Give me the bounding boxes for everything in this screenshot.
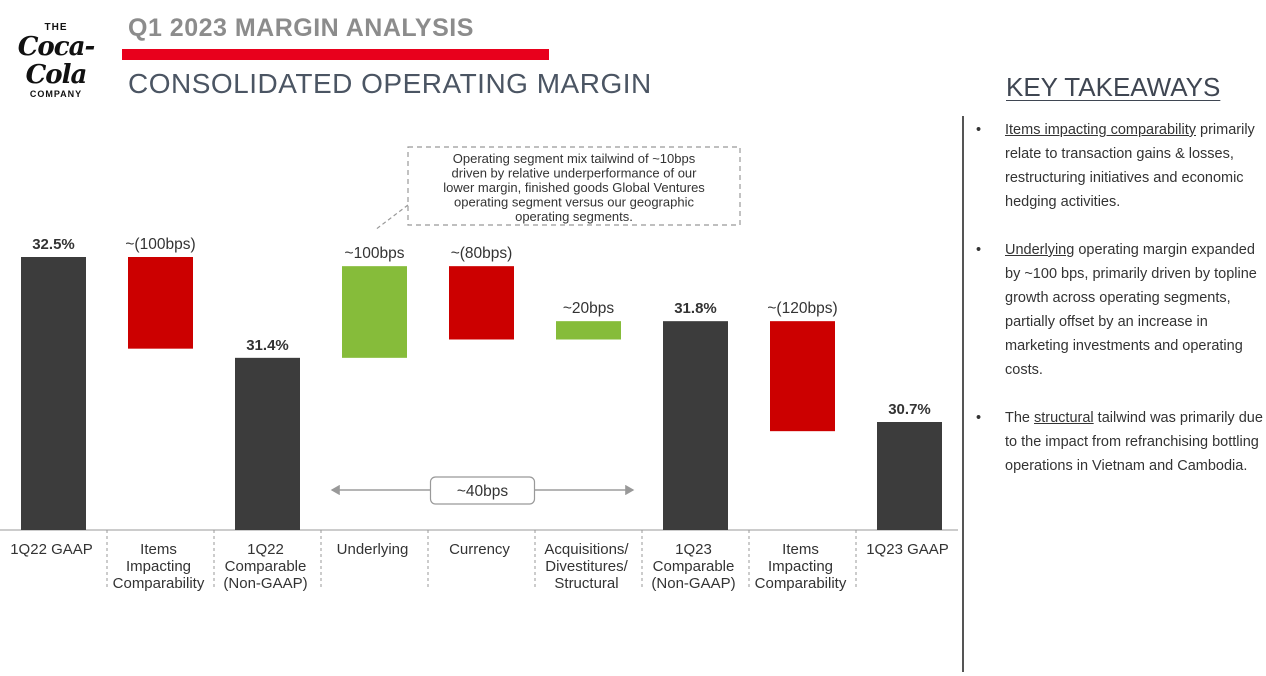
takeaways-list: • Items impacting comparability primaril… [973, 118, 1263, 502]
data-label: 31.4% [246, 337, 289, 354]
bar-decrease [128, 257, 193, 349]
category-label: Items [782, 541, 819, 558]
data-label: ~(80bps) [451, 245, 513, 262]
page-subtitle: CONSOLIDATED OPERATING MARGIN [128, 68, 652, 99]
takeaway-item: • The structural tailwind was primarily … [973, 406, 1263, 478]
category-label: Divestitures/ [545, 558, 628, 575]
data-label: 31.8% [674, 300, 717, 317]
bar-increase [342, 266, 407, 358]
data-label: 32.5% [32, 236, 75, 253]
category-label: Impacting [768, 558, 833, 575]
data-label: ~(120bps) [767, 300, 837, 317]
takeaway-underlined: structural [1034, 410, 1094, 426]
bar-increase [556, 321, 621, 340]
category-label: 1Q23 GAAP [866, 541, 949, 558]
category-label: Items [140, 541, 177, 558]
key-takeaways-title: KEY TAKEAWAYS [1006, 72, 1221, 102]
bullet-icon: • [976, 410, 982, 426]
section-divider [962, 116, 964, 672]
category-label: 1Q22 GAAP [10, 541, 93, 558]
bar-total [663, 321, 728, 530]
data-label: ~(100bps) [125, 236, 195, 253]
bar-decrease [770, 321, 835, 432]
coca-cola-logo: THE Coca-Cola COMPANY [6, 22, 106, 99]
bullet-icon: • [976, 242, 982, 258]
bracket-label-box [429, 476, 536, 505]
data-label: 30.7% [888, 401, 931, 418]
takeaway-text-pre: The [1005, 410, 1035, 426]
category-label: 1Q22 [247, 541, 284, 558]
page-title: Q1 2023 MARGIN ANALYSIS [128, 14, 474, 42]
bar-total [21, 257, 86, 530]
category-label: (Non-GAAP) [651, 575, 735, 592]
logo-script: Coca-Cola [17, 32, 96, 90]
callout-text: driven by relative underperformance of o… [452, 166, 698, 181]
category-label: Structural [554, 575, 618, 592]
callout-text: Operating segment mix tailwind of ~10bps [453, 151, 696, 166]
takeaway-underlined: Underlying [1005, 242, 1075, 258]
takeaway-item: • Underlying operating margin expanded b… [973, 238, 1263, 382]
data-label: ~100bps [345, 245, 405, 262]
bar-total [235, 357, 300, 530]
data-label: ~20bps [563, 300, 615, 317]
bracket-label: ~40bps [457, 483, 509, 500]
waterfall-chart: 32.5% ~(100bps) 31.4% ~100bps ~(80bps) ~20bps… [0, 146, 958, 592]
category-label: Underlying [337, 541, 409, 558]
category-label: Currency [449, 541, 510, 558]
takeaway-text: operating margin expanded by ~100 bps, p… [1005, 242, 1257, 378]
takeaway-underlined: Items impacting comparability [1005, 122, 1196, 138]
category-label: Comparable [653, 558, 735, 575]
bullet-icon: • [976, 122, 982, 138]
title-accent-rule [122, 49, 549, 60]
category-label: Impacting [126, 558, 191, 575]
takeaway-text: tailwind was primarily due to the impact… [1005, 410, 1263, 474]
callout-box [407, 146, 741, 226]
category-label: Comparable [225, 558, 307, 575]
category-label: (Non-GAAP) [223, 575, 307, 592]
callout-leader [374, 204, 409, 231]
callout-text: operating segments. [515, 209, 633, 224]
logo-top-text: THE [44, 22, 68, 33]
callout-text: operating segment versus our geographic [454, 195, 694, 210]
category-label: 1Q23 [675, 541, 712, 558]
callout-text: lower margin, finished goods Global Vent… [443, 180, 705, 195]
bar-total [877, 422, 942, 530]
takeaway-item: • Items impacting comparability primaril… [973, 118, 1263, 214]
logo-bottom-text: COMPANY [29, 89, 83, 99]
bar-decrease [449, 266, 514, 340]
takeaway-text: primarily relate to transaction gains & … [1005, 122, 1255, 210]
category-label: Comparability [755, 575, 847, 592]
category-label: Comparability [113, 575, 205, 592]
category-label: Acquisitions/ [544, 541, 629, 558]
